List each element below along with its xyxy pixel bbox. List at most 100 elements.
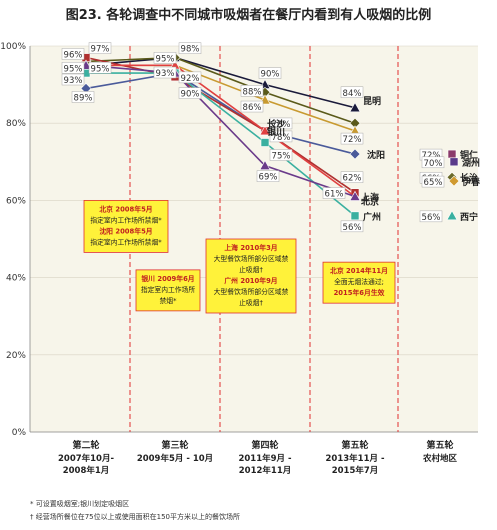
rural-data-point bbox=[447, 149, 457, 159]
series-line bbox=[86, 72, 356, 217]
x-tick-period: 2015年7月 bbox=[332, 465, 379, 476]
footnote-2: † 经营场所餐位在75位以上或使用面积在150平方米以上的餐饮场所 bbox=[30, 513, 240, 521]
x-tick-period: 2009年5月 - 10月 bbox=[137, 453, 213, 464]
data-label: 96% bbox=[64, 50, 83, 60]
data-point bbox=[349, 190, 361, 201]
rural-city-label: 长治 bbox=[460, 172, 478, 184]
data-point bbox=[349, 102, 361, 113]
data-label: 62% bbox=[343, 174, 362, 184]
rural-data-label: 56% bbox=[422, 213, 441, 223]
rural-data-label: 70% bbox=[424, 159, 443, 169]
data-label: 69% bbox=[259, 173, 278, 183]
data-label-box bbox=[153, 66, 177, 79]
data-label: 78% bbox=[272, 133, 291, 143]
data-label: 86% bbox=[243, 103, 262, 113]
rural-data-label-box bbox=[419, 210, 443, 223]
policy-box bbox=[205, 238, 297, 314]
x-tick-period: 农村地区 bbox=[422, 453, 458, 464]
policy-box bbox=[83, 199, 169, 253]
series-line bbox=[85, 56, 356, 109]
data-label: 90% bbox=[261, 70, 280, 80]
policy-box-line: 沈阳 2008年5月 bbox=[99, 226, 152, 235]
data-label-box bbox=[258, 67, 282, 79]
data-label-box bbox=[340, 132, 364, 145]
policy-box-line: 止吸烟† bbox=[239, 298, 263, 307]
data-label: 88% bbox=[243, 87, 262, 97]
x-tick-label: 第四轮 bbox=[251, 439, 278, 451]
series-label: 上海 bbox=[361, 192, 379, 204]
x-tick-period: 2012年11月 bbox=[239, 465, 292, 476]
policy-box-line: 银川 2009年6月 bbox=[141, 274, 194, 283]
y-tick-label: 80% bbox=[6, 119, 26, 129]
rural-data-label: 72% bbox=[422, 151, 441, 161]
data-point bbox=[259, 125, 271, 136]
data-label: 78% bbox=[272, 120, 291, 130]
data-label-box bbox=[153, 52, 177, 64]
data-label-box bbox=[240, 85, 264, 97]
data-label: 92% bbox=[181, 74, 200, 84]
data-label: 95% bbox=[64, 64, 83, 74]
x-tick-label: 第五轮 bbox=[341, 439, 368, 451]
policy-box-line: 禁烟* bbox=[160, 296, 178, 305]
data-label: 89% bbox=[74, 93, 93, 103]
data-label-box bbox=[71, 91, 95, 103]
data-label-box bbox=[178, 71, 202, 84]
series-label: 北京 bbox=[361, 196, 379, 208]
rural-city-label: 西宁 bbox=[460, 211, 478, 223]
policy-box-line: 广州 2010年9月 bbox=[224, 276, 277, 285]
x-tick-label: 第五轮 bbox=[426, 439, 453, 451]
footnotes: * 可设置吸烟室;银川划定吸烟区 † 经营场所餐位在75位以上或使用面积在150… bbox=[30, 498, 240, 524]
data-label-box bbox=[61, 48, 85, 60]
data-label-box bbox=[178, 42, 202, 54]
rural-city-label: 铜仁 bbox=[460, 149, 478, 161]
rural-data-label-box bbox=[421, 175, 445, 188]
data-label-box bbox=[269, 117, 293, 130]
series-line bbox=[85, 64, 356, 198]
series-label: 银川 bbox=[267, 126, 285, 138]
data-label-box bbox=[322, 187, 346, 199]
series-label: 长沙 bbox=[267, 118, 285, 130]
data-label: 98% bbox=[181, 45, 200, 55]
policy-box-line: 大型餐饮场所部分区域禁 bbox=[214, 254, 289, 263]
data-label-box bbox=[269, 130, 293, 143]
data-label-box bbox=[178, 87, 202, 99]
policy-box bbox=[135, 269, 201, 312]
policy-box-line: 指定室内工作场所禁烟* bbox=[90, 215, 162, 224]
rural-city-label: 伊春 bbox=[461, 176, 481, 188]
x-tick-label: 第二轮 bbox=[72, 439, 99, 451]
data-label-box bbox=[340, 220, 364, 233]
rural-data-point bbox=[446, 210, 458, 221]
chart-title: 图23. 各轮调查中不同城市吸烟者在餐厅内看到有人吸烟的比例 bbox=[65, 8, 432, 23]
data-label: 93% bbox=[64, 76, 83, 86]
data-label-box bbox=[240, 100, 264, 113]
data-label-box bbox=[269, 149, 293, 161]
series-line bbox=[85, 56, 356, 124]
y-tick-label: 40% bbox=[6, 274, 26, 284]
series-line bbox=[85, 72, 356, 155]
policy-box-line: 上海 2010年3月 bbox=[224, 243, 277, 252]
series-label: 昆明 bbox=[363, 96, 381, 107]
data-point bbox=[350, 211, 360, 221]
data-label-box bbox=[88, 62, 112, 74]
data-label: 84% bbox=[343, 89, 362, 99]
series-label: 广州 bbox=[363, 211, 381, 223]
policy-box-line: 指定室内工作场所 bbox=[141, 285, 196, 294]
policy-box-line: 指定室内工作场所禁烟* bbox=[90, 237, 162, 246]
rural-data-point bbox=[449, 157, 459, 167]
x-tick-period: 2011年9月 - bbox=[238, 453, 292, 464]
y-tick-label: 100% bbox=[0, 42, 26, 52]
rural-city-label: 湖州 bbox=[462, 157, 480, 169]
y-tick-label: 20% bbox=[6, 351, 26, 361]
data-label: 95% bbox=[156, 54, 175, 64]
data-label-box bbox=[88, 42, 112, 54]
series-line bbox=[85, 56, 356, 194]
data-label-box bbox=[340, 171, 364, 183]
data-label: 93% bbox=[156, 69, 175, 79]
y-tick-label: 0% bbox=[12, 428, 27, 438]
rural-data-label-box bbox=[421, 156, 445, 169]
data-point bbox=[259, 160, 271, 170]
data-label: 90% bbox=[181, 90, 200, 100]
data-label: 61% bbox=[325, 190, 344, 200]
